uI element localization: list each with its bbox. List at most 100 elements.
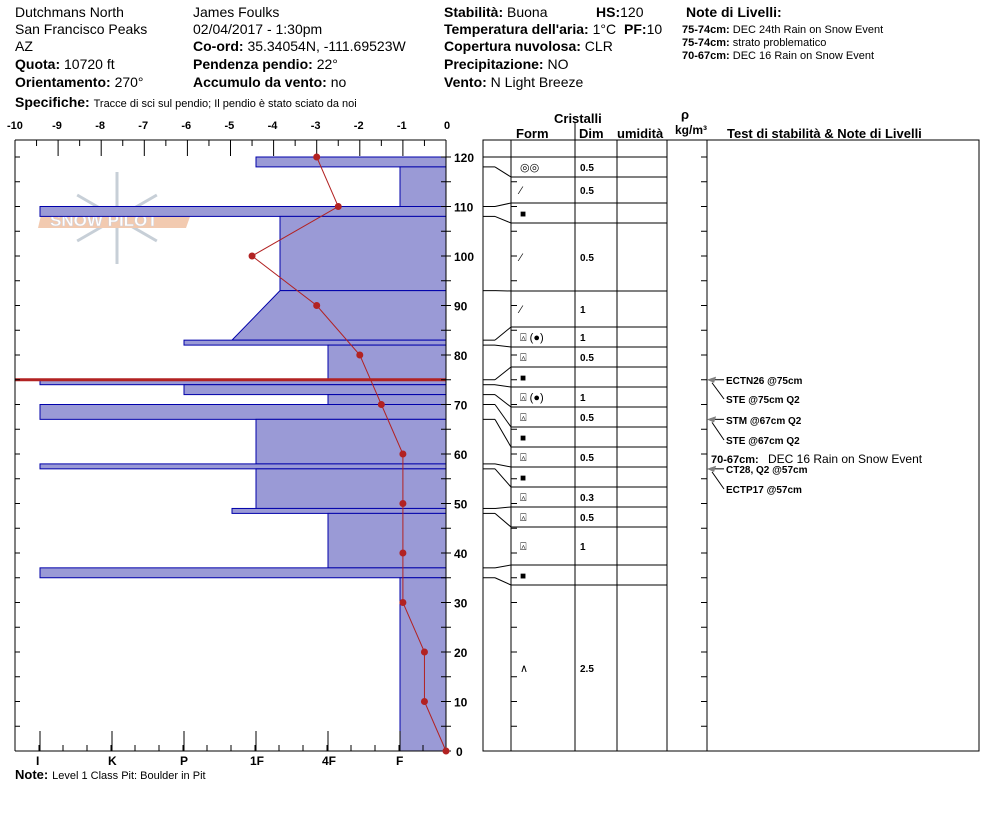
- specifics: Specifiche: Tracce di sci sul pendio; Il…: [15, 94, 357, 111]
- grain-form-icon: ⍓: [520, 352, 527, 364]
- range: San Francisco Peaks: [15, 21, 148, 37]
- grain-form-icon: ■: [520, 209, 526, 220]
- layer-connector: [494, 463, 512, 468]
- stability-value: Buona: [507, 4, 548, 20]
- grain-form-icon: ◎◎: [520, 162, 539, 174]
- aspect: Orientamento: 270°: [15, 74, 144, 91]
- stability-test: CT28, Q2 @57cm: [726, 465, 808, 476]
- grain-form-icon: ■: [520, 571, 526, 582]
- temp-tick-label: 0: [444, 120, 450, 132]
- grain-form-icon: ⍓: [520, 492, 527, 504]
- hardness-layer: [39, 463, 447, 470]
- temp-tick-label: -8: [95, 120, 105, 132]
- layer-notes-title: Note di Livelli:: [686, 4, 782, 20]
- elevation: Quota: 10720 ft: [15, 56, 115, 73]
- layer-connector: [494, 564, 512, 569]
- hardness-layer: [399, 166, 447, 207]
- precip-value: NO: [547, 56, 569, 72]
- specifics-label: Specifiche:: [15, 94, 90, 110]
- hardness-tick-label: 1F: [250, 754, 264, 768]
- pf-value: 10: [646, 21, 663, 37]
- grain-size: 0.3: [580, 493, 594, 504]
- coord-value: 35.34054N, -111.69523W: [247, 38, 406, 54]
- location: Dutchmans North: [15, 4, 124, 20]
- temp-tick-label: -3: [311, 120, 321, 132]
- grain-size: 0.5: [580, 163, 594, 174]
- layer-note: 70-67cm: DEC 16 Rain on Snow Event: [682, 50, 874, 63]
- crystals-header: Cristalli: [554, 111, 602, 126]
- temp-tick-label: -5: [225, 120, 235, 132]
- hardness-layer: [399, 577, 447, 752]
- hardness-tick-label: P: [180, 754, 188, 768]
- snowpilot-logo: SNOW PILOT: [38, 172, 192, 264]
- grain-size: 0.5: [580, 453, 594, 464]
- hardness-tick-label: K: [108, 754, 117, 768]
- wind-loading-value: no: [330, 74, 347, 90]
- aspect-value: 270°: [114, 74, 144, 90]
- precip-label: Precipitazione:: [444, 56, 544, 72]
- layer-note-range: 75-74cm:: [682, 24, 730, 36]
- grain-size: 1: [580, 305, 586, 316]
- layer-connector: [494, 366, 512, 381]
- stability-test: STM @67cm Q2: [726, 416, 802, 427]
- temperature-point: [356, 351, 364, 359]
- depth-tick-label: 110: [454, 201, 474, 215]
- layer-connector: [494, 577, 512, 586]
- layer-connector: [494, 202, 512, 207]
- datetime: 02/04/2017 - 1:30pm: [193, 21, 323, 37]
- grain-size: 0.5: [580, 513, 594, 524]
- layer-note: 75-74cm: DEC 24th Rain on Snow Event: [682, 24, 883, 37]
- grain-size: 0.5: [580, 353, 594, 364]
- test-layer-note-text: DEC 16 Rain on Snow Event: [768, 452, 923, 466]
- grain-form-icon: ⍓ (●): [520, 332, 544, 344]
- hardness-tick-label: 4F: [322, 754, 336, 768]
- temp-tick-label: -2: [354, 120, 364, 132]
- elevation-label: Quota:: [15, 56, 61, 72]
- layer-connector: [494, 468, 512, 488]
- grain-form-icon: ⁄: [517, 252, 524, 264]
- layer-note-range: 70-67cm:: [682, 50, 730, 62]
- stability-test: ECTP17 @57cm: [726, 485, 802, 496]
- arrow-head-icon: [707, 465, 716, 472]
- stability-test: STE @75cm Q2: [726, 395, 800, 406]
- hardness-layer: [230, 290, 447, 341]
- stability-test: ECTN26 @75cm: [726, 376, 803, 387]
- layer-note-range: 75-74cm:: [682, 37, 730, 49]
- temperature-point: [334, 203, 342, 210]
- slope-value: 22°: [316, 56, 338, 72]
- specifics-value: Tracce di sci sul pendio; Il pendio è st…: [93, 98, 357, 110]
- test-arrow-line: [711, 382, 725, 400]
- air-temp-value: 1°C: [592, 21, 617, 37]
- depth-tick-label: 20: [454, 646, 468, 660]
- grain-size: 0.5: [580, 186, 594, 197]
- slope-label: Pendenza pendio:: [193, 56, 313, 72]
- depth-tick-label: 90: [454, 300, 468, 314]
- layer-note-text: strato problematico: [732, 37, 827, 49]
- hardness-layer: [231, 507, 447, 514]
- air-temp: Temperatura dell'aria: 1°C: [444, 21, 616, 38]
- crystal-table: [482, 139, 980, 752]
- temp-tick-label: -6: [181, 120, 191, 132]
- wind: Vento: N Light Breeze: [444, 74, 583, 91]
- layer-note-text: DEC 16 Rain on Snow Event: [732, 50, 875, 62]
- temperature-point: [442, 747, 450, 755]
- layer-note: 75-74cm: strato problematico: [682, 37, 826, 50]
- layer-note-text: DEC 24th Rain on Snow Event: [732, 24, 884, 36]
- depth-tick-label: 100: [454, 250, 474, 264]
- hardness-layer: [327, 394, 447, 406]
- hardness-layer: [279, 215, 447, 292]
- arrow-head-icon: [707, 376, 716, 383]
- test-arrow-line: [711, 471, 725, 490]
- layer-connector: [494, 506, 512, 509]
- pf-label: PF:: [624, 21, 647, 37]
- note-text: Level 1 Class Pit: Boulder in Pit: [52, 770, 206, 782]
- observer: James Foulks: [193, 4, 280, 20]
- grain-form-icon: ⁄: [517, 185, 524, 197]
- wind-loading-label: Accumulo da vento:: [193, 74, 327, 90]
- hardness-layer: [255, 468, 447, 509]
- state: AZ: [15, 38, 33, 54]
- depth-tick-label: 30: [454, 597, 468, 611]
- hardness-tick-label: F: [396, 754, 403, 768]
